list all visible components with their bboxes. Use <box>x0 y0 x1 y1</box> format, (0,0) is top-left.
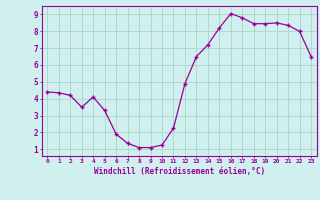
X-axis label: Windchill (Refroidissement éolien,°C): Windchill (Refroidissement éolien,°C) <box>94 167 265 176</box>
